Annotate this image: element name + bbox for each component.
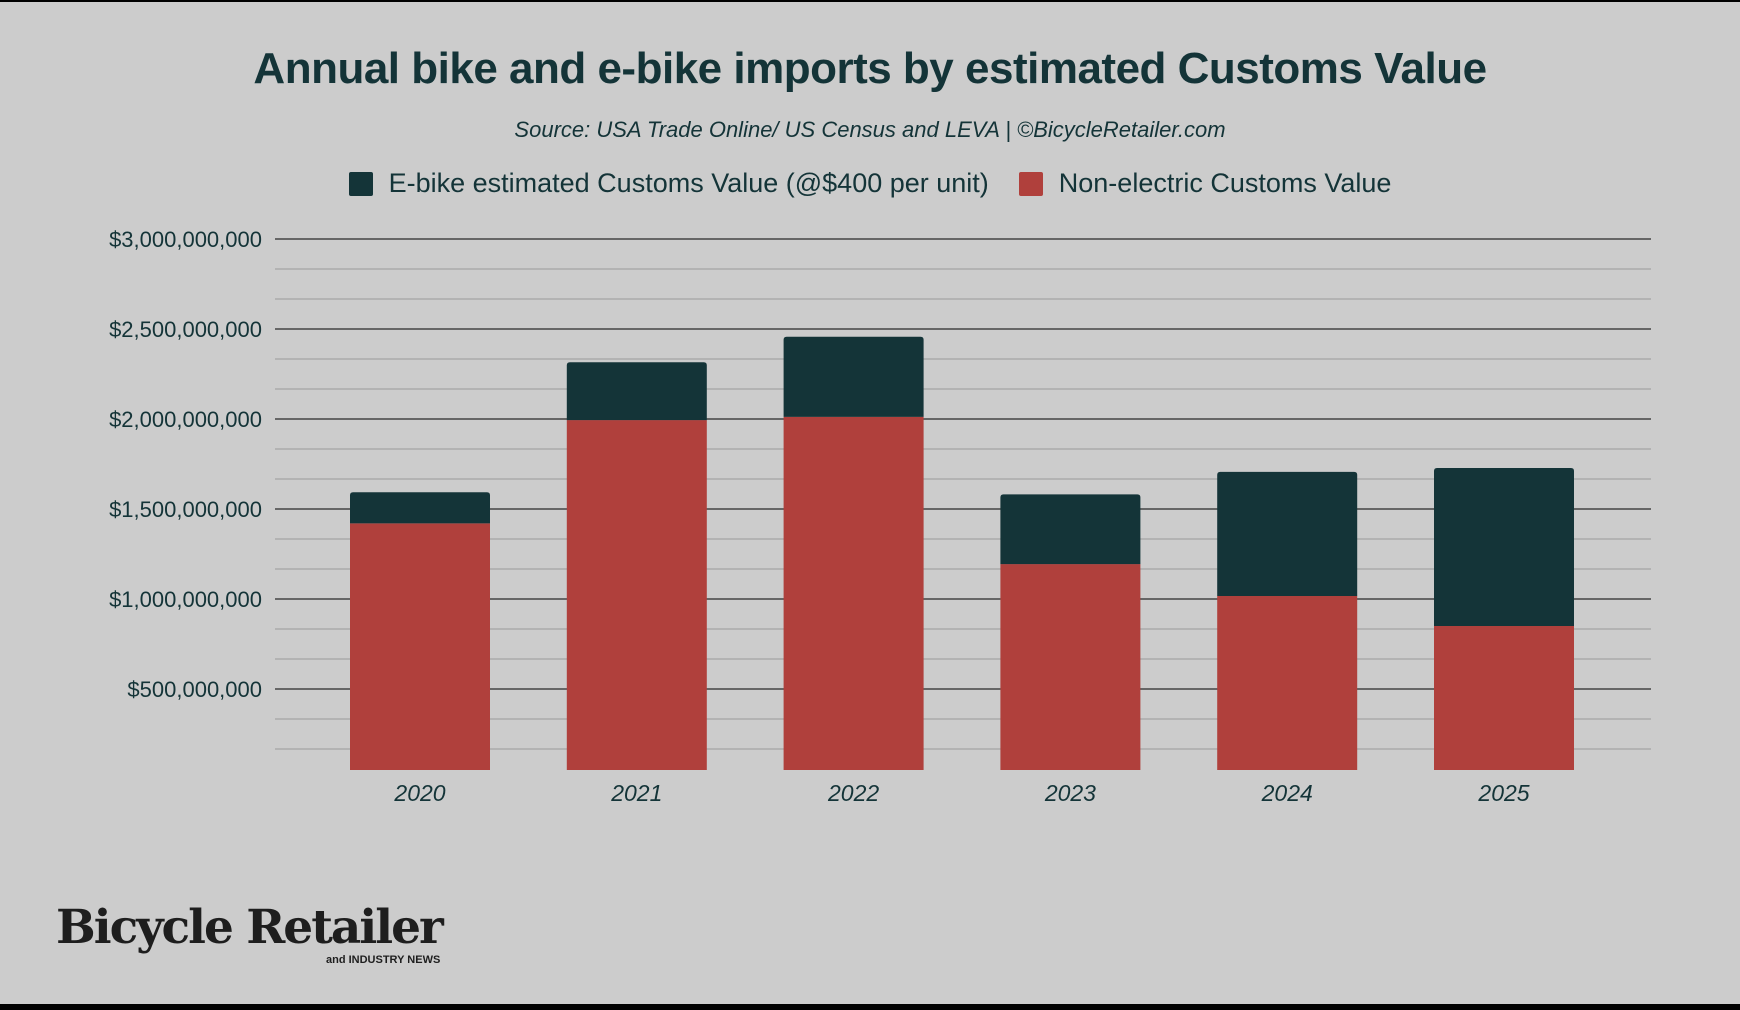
bar-ebike-2021: [566, 362, 707, 421]
legend-label-non-electric: Non-electric Customs Value: [1058, 168, 1392, 198]
bar-non-electric-2022: [783, 416, 924, 770]
legend: E-bike estimated Customs Value (@$400 pe…: [0, 168, 1740, 199]
bar-ebike-2020: [350, 492, 490, 524]
y-tick-label: $1,500,000,000: [109, 497, 262, 522]
bar-ebike-2022: [783, 336, 924, 417]
legend-item-non-electric: Non-electric Customs Value: [1018, 168, 1392, 199]
top-border: [0, 0, 1740, 2]
y-tick-label: $1,000,000,000: [109, 587, 262, 612]
bar-non-electric-2020: [350, 523, 490, 770]
logo-tagline: and INDUSTRY NEWS: [326, 954, 441, 966]
bar-ebike-2025: [1434, 467, 1574, 626]
x-tick-label: 2025: [1477, 780, 1529, 806]
bar-non-electric-2025: [1434, 626, 1574, 770]
legend-swatch-non-electric: [1018, 171, 1043, 196]
bottom-border: [0, 1004, 1740, 1010]
y-tick-label: $500,000,000: [127, 677, 262, 702]
bar-non-electric-2021: [566, 420, 707, 770]
x-tick-label: 2023: [1044, 780, 1096, 806]
x-tick-label: 2021: [610, 780, 662, 806]
bar-non-electric-2023: [1000, 564, 1141, 770]
chart-subtitle: Source: USA Trade Online/ US Census and …: [514, 117, 1226, 142]
x-tick-label: 2022: [827, 780, 879, 806]
x-tick-label: 2024: [1261, 780, 1313, 806]
bar-ebike-2024: [1217, 471, 1358, 596]
legend-item-ebike: E-bike estimated Customs Value (@$400 pe…: [348, 168, 989, 199]
y-tick-label: $2,000,000,000: [109, 407, 262, 432]
y-tick-label: $2,500,000,000: [109, 317, 262, 342]
logo-wordmark: Bicycle Retailer: [56, 900, 444, 955]
bar-non-electric-2024: [1217, 595, 1358, 770]
y-tick-label: $3,000,000,000: [109, 227, 262, 252]
x-tick-label: 2020: [393, 780, 445, 806]
legend-label-ebike: E-bike estimated Customs Value (@$400 pe…: [388, 168, 989, 198]
chart-title: Annual bike and e-bike imports by estima…: [253, 44, 1487, 93]
bicycle-retailer-logo: Bicycle Retailer and INDUSTRY NEWS: [56, 900, 444, 966]
bar-ebike-2023: [1000, 494, 1141, 565]
legend-swatch-ebike: [348, 171, 373, 196]
